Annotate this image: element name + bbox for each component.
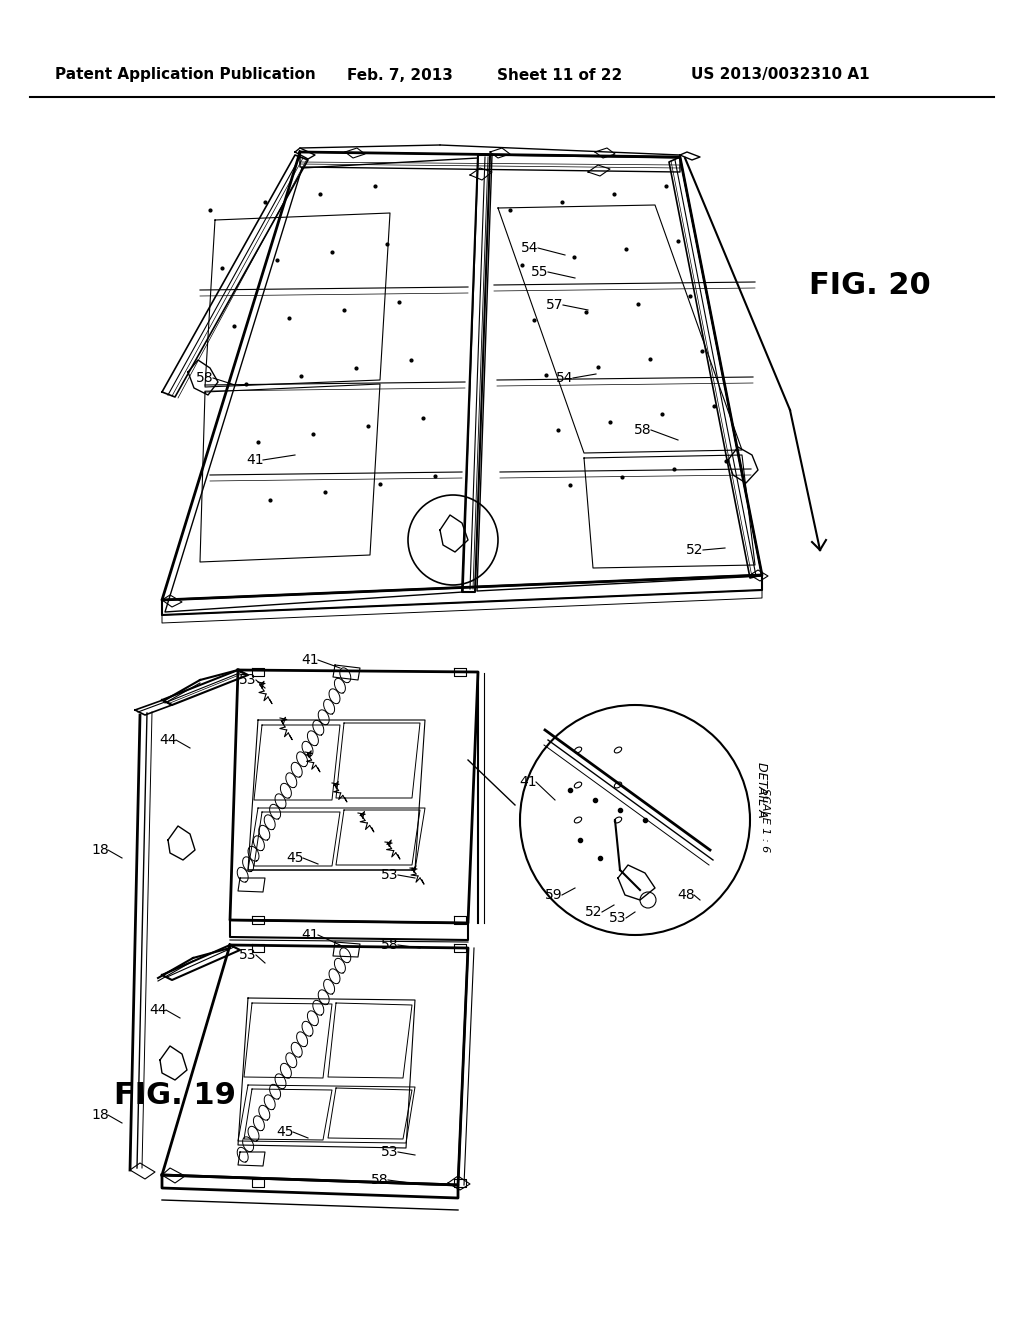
Text: 45: 45 [276, 1125, 294, 1139]
Text: 44: 44 [150, 1003, 167, 1016]
Text: 45: 45 [287, 851, 304, 865]
Text: 58: 58 [634, 422, 652, 437]
Text: US 2013/0032310 A1: US 2013/0032310 A1 [690, 67, 869, 82]
Text: 53: 53 [240, 673, 257, 686]
Text: 48: 48 [677, 888, 695, 902]
Text: 53: 53 [240, 948, 257, 962]
Text: 41: 41 [246, 453, 264, 467]
Text: 41: 41 [301, 928, 318, 942]
Text: 58: 58 [381, 939, 398, 952]
Text: 52: 52 [686, 543, 703, 557]
Text: Patent Application Publication: Patent Application Publication [54, 67, 315, 82]
Text: 41: 41 [519, 775, 537, 789]
Text: 55: 55 [531, 265, 549, 279]
Text: 52: 52 [586, 906, 603, 919]
Text: 57: 57 [546, 298, 564, 312]
Text: 58: 58 [197, 371, 214, 385]
Text: 58: 58 [371, 1173, 389, 1187]
Text: 53: 53 [381, 1144, 398, 1159]
Text: 54: 54 [521, 242, 539, 255]
Text: 59: 59 [545, 888, 563, 902]
Text: FIG. 20: FIG. 20 [809, 271, 931, 300]
Text: SCALE 1 : 6: SCALE 1 : 6 [760, 788, 770, 853]
Text: Feb. 7, 2013: Feb. 7, 2013 [347, 67, 453, 82]
Text: 54: 54 [556, 371, 573, 385]
Text: 18: 18 [91, 843, 109, 857]
Text: 41: 41 [301, 653, 318, 667]
Text: 18: 18 [91, 1107, 109, 1122]
Text: DETAIL A: DETAIL A [755, 762, 768, 818]
Text: 53: 53 [381, 869, 398, 882]
Text: Sheet 11 of 22: Sheet 11 of 22 [498, 67, 623, 82]
Text: 53: 53 [609, 911, 627, 925]
Text: FIG. 19: FIG. 19 [114, 1081, 236, 1110]
Text: 44: 44 [160, 733, 177, 747]
